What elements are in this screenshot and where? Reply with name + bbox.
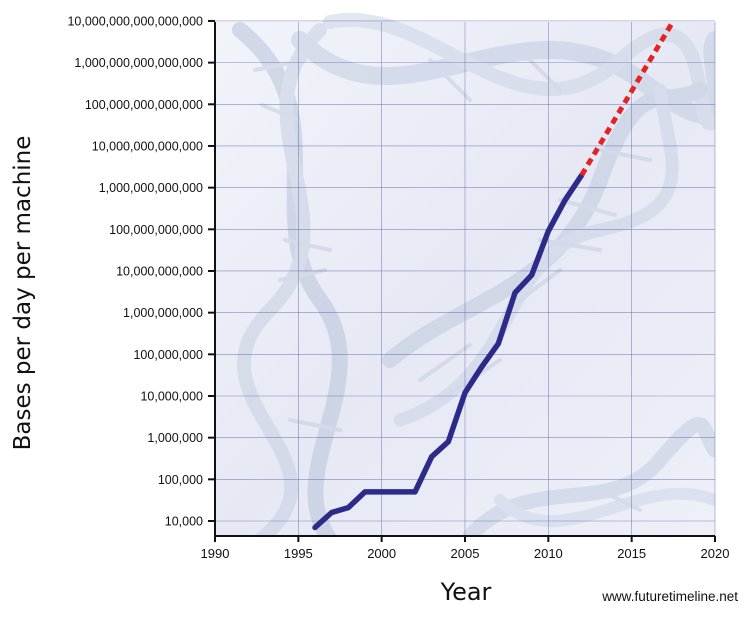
x-gridlines [298,22,716,536]
y-tick-label: 10,000 [165,515,203,529]
x-tick-label: 2005 [451,546,480,561]
x-tick-label: 1995 [284,546,313,561]
x-tick-label: 1990 [201,546,230,561]
y-tick-label: 100,000,000,000 [109,223,203,237]
y-gridlines [215,20,715,522]
y-tick-label: 10,000,000,000 [116,264,203,278]
y-tick-label: 10,000,000,000,000 [92,139,203,153]
y-tick-label: 100,000 [158,473,203,487]
y-tick-label: 1,000,000,000,000,000 [74,56,203,70]
series-layer [312,19,676,531]
credit-url: www.futuretimeline.net [601,589,738,604]
dna-helix-image [232,12,715,536]
y-tick-label: 10,000,000,000,000,000 [67,14,203,28]
x-tick-label: 2020 [701,546,730,561]
y-tick-label: 100,000,000,000,000 [85,98,203,112]
series-line-projection [579,19,676,177]
y-axis-title: Bases per day per machine [10,136,36,451]
y-tick-label: 100,000,000 [133,348,203,362]
x-tick-label: 2015 [617,546,646,561]
y-tick-label: 10,000,000 [140,389,203,403]
x-axis-ticks: 1990 1995 2000 2005 2010 2015 2020 [201,536,730,561]
x-axis-title: Year [440,578,492,606]
y-axis-ticks: 10,000 100,000 1,000,000 10,000,000 100,000,… [67,14,215,529]
series-line-actual [312,172,585,531]
y-tick-label: 1,000,000 [147,431,203,445]
x-tick-label: 2010 [534,546,563,561]
y-tick-label: 1,000,000,000 [123,306,203,320]
y-tick-label: 1,000,000,000,000 [99,181,203,195]
x-tick-label: 2000 [367,546,396,561]
plot-background [215,12,715,536]
